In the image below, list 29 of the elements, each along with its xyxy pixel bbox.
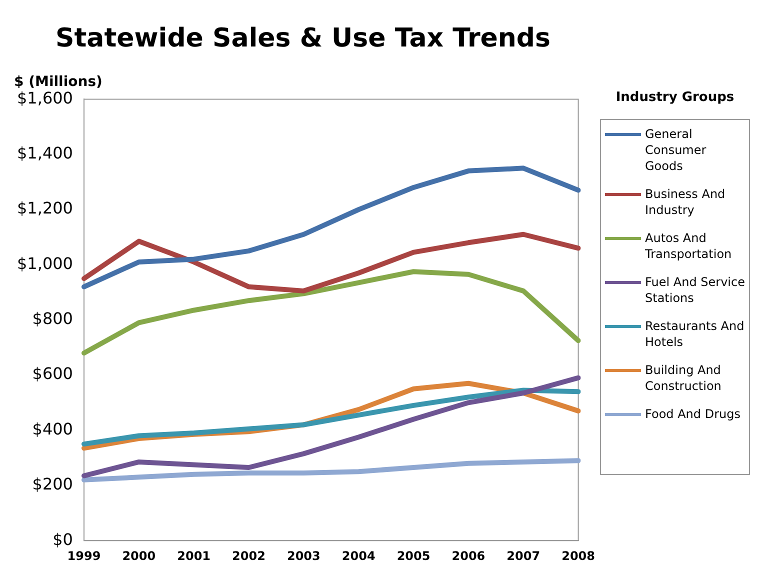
y-tick-label: $1,400 bbox=[17, 144, 73, 163]
y-tick-label: $0 bbox=[52, 530, 73, 549]
legend-label: Fuel And Service Stations bbox=[645, 274, 745, 306]
legend-label: Restaurants And Hotels bbox=[645, 318, 745, 350]
x-tick-label: 2008 bbox=[562, 548, 596, 563]
x-tick-label: 2003 bbox=[286, 548, 320, 563]
legend-label: General Consumer Goods bbox=[645, 126, 708, 174]
legend-title: Industry Groups bbox=[614, 90, 736, 105]
x-tick-label: 2002 bbox=[232, 548, 266, 563]
x-tick-label: 2004 bbox=[342, 548, 376, 563]
x-tick-label: 2001 bbox=[177, 548, 211, 563]
y-tick-label: $800 bbox=[32, 309, 73, 328]
legend-label: Business And Industry bbox=[645, 186, 726, 218]
x-tick-label: 2005 bbox=[396, 548, 430, 563]
y-tick-label: $400 bbox=[32, 419, 73, 438]
y-tick-label: $600 bbox=[32, 364, 73, 384]
y-tick-label: $200 bbox=[32, 474, 73, 494]
x-tick-label: 1999 bbox=[67, 548, 101, 563]
y-tick-label: $1,600 bbox=[17, 88, 73, 108]
x-tick-label: 2007 bbox=[506, 548, 540, 563]
y-tick-label: $1,000 bbox=[17, 254, 73, 273]
legend-label: Food And Drugs bbox=[645, 406, 740, 422]
x-tick-label: 2000 bbox=[122, 548, 156, 563]
x-tick-label: 2006 bbox=[452, 548, 486, 563]
legend-label: Autos And Transportation bbox=[645, 230, 733, 262]
legend-label: Building And Construction bbox=[645, 362, 722, 394]
chart-title: Statewide Sales & Use Tax Trends bbox=[55, 23, 551, 54]
y-axis-title: $ (Millions) bbox=[14, 74, 102, 90]
y-tick-label: $1,200 bbox=[17, 198, 73, 218]
